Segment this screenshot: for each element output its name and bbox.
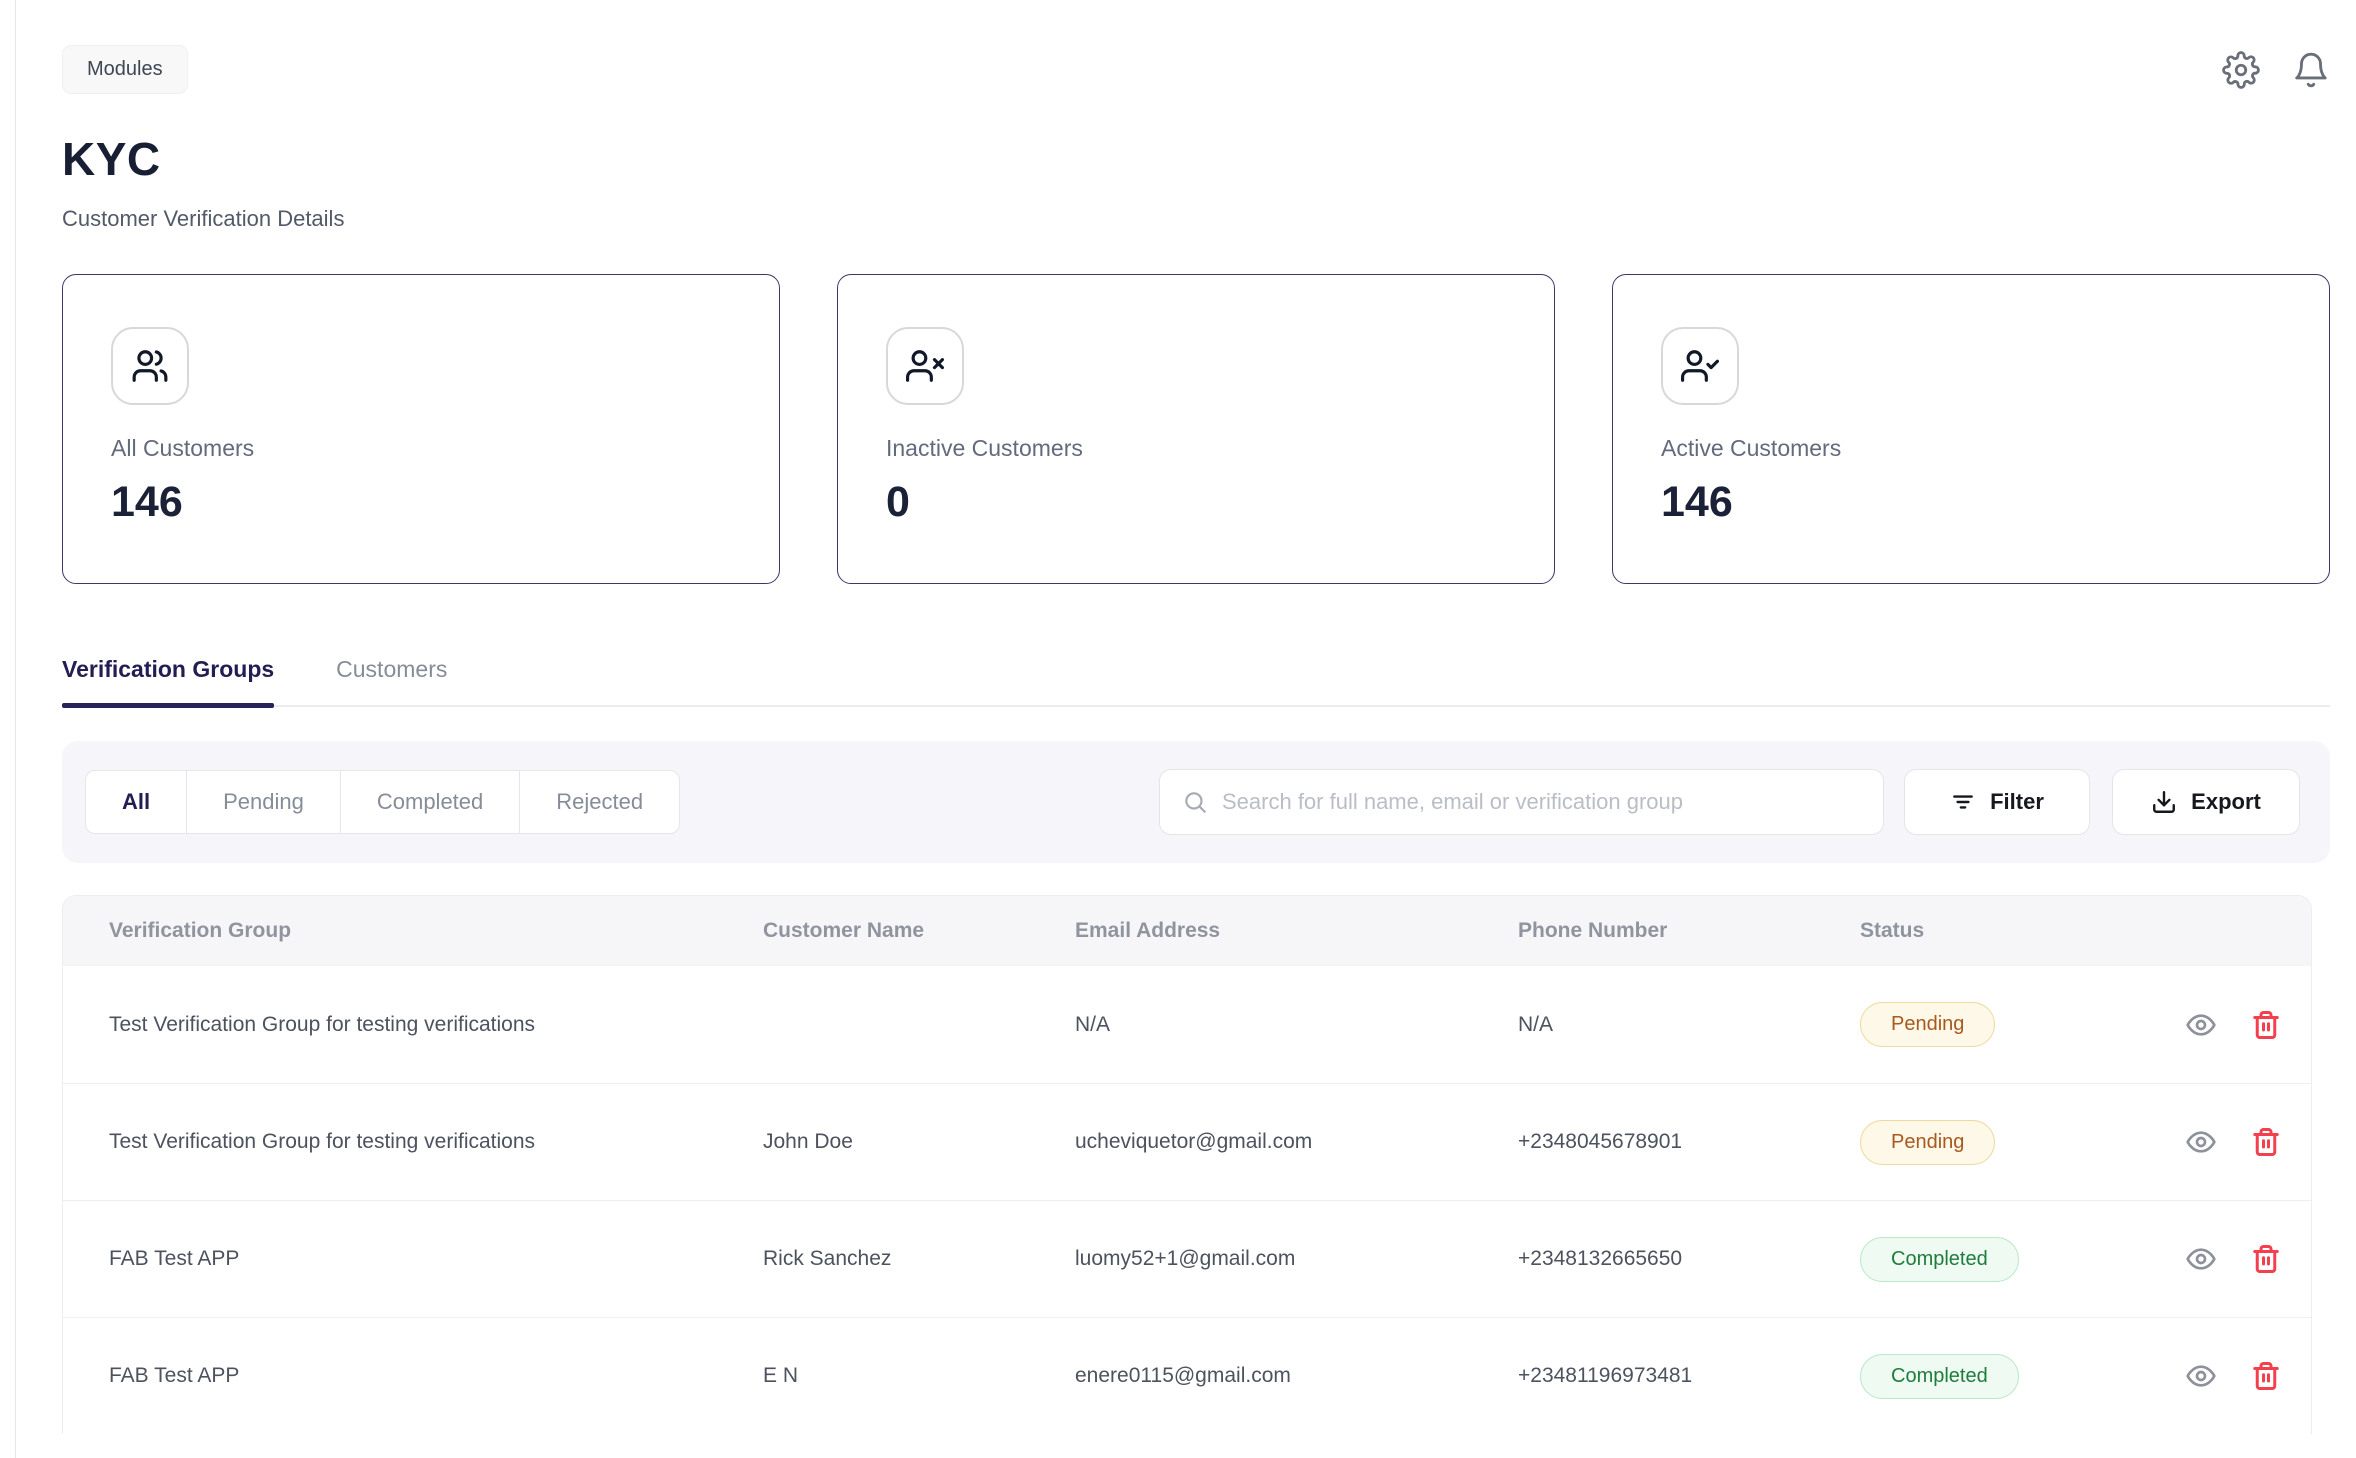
stat-label: Active Customers — [1661, 435, 1842, 461]
cell-customer-name: E N — [763, 1364, 799, 1387]
eye-view-icon[interactable] — [2185, 1009, 2217, 1041]
row-actions — [2130, 1009, 2281, 1041]
segment-pending[interactable]: Pending — [187, 771, 341, 833]
stat-value: 146 — [1661, 478, 1733, 526]
filter-lines-icon — [1950, 789, 1976, 815]
topbar-actions — [2222, 50, 2330, 89]
trash-delete-icon[interactable] — [2251, 1244, 2281, 1274]
download-icon — [2151, 789, 2177, 815]
cell-verification-group: FAB Test APP — [109, 1364, 240, 1387]
table-row: Test Verification Group for testing veri… — [63, 966, 2311, 1083]
col-status: Status — [1860, 919, 1925, 942]
table-row: FAB Test APP Rick Sanchez luomy52+1@gmai… — [63, 1200, 2311, 1317]
topbar: Modules — [62, 45, 2330, 94]
stat-card-active-customers: Active Customers 146 — [1612, 274, 2330, 584]
trash-delete-icon[interactable] — [2251, 1127, 2281, 1157]
export-button[interactable]: Export — [2112, 769, 2300, 835]
eye-view-icon[interactable] — [2185, 1126, 2217, 1158]
export-button-label: Export — [2191, 789, 2261, 814]
col-verification-group: Verification Group — [109, 919, 292, 942]
cell-customer-name: John Doe — [763, 1130, 853, 1153]
status-badge: Pending — [1860, 1119, 1996, 1165]
col-customer-name: Customer Name — [763, 919, 925, 942]
status-badge: Completed — [1860, 1236, 2019, 1282]
cell-email: N/A — [1075, 1012, 1111, 1036]
row-actions — [2130, 1243, 2281, 1275]
cell-email: enere0115@gmail.com — [1075, 1364, 1291, 1387]
stat-value: 0 — [886, 478, 910, 526]
stat-cards: All Customers 146 Inactive Customers 0 — [62, 274, 2330, 584]
table-row: FAB Test APP E N enere0115@gmail.com +23… — [63, 1317, 2311, 1434]
user-x-icon — [886, 327, 964, 405]
filter-button-label: Filter — [1990, 789, 2044, 814]
cell-customer-name: Rick Sanchez — [763, 1247, 892, 1270]
tab-strip: Verification Groups Customers — [62, 656, 2330, 708]
stat-card-all-customers: All Customers 146 — [62, 274, 780, 584]
col-email-address: Email Address — [1075, 919, 1221, 942]
trash-delete-icon[interactable] — [2251, 1010, 2281, 1040]
row-actions — [2130, 1360, 2281, 1392]
status-badge: Pending — [1860, 1002, 1996, 1047]
search-box[interactable] — [1159, 769, 1884, 835]
segment-all[interactable]: All — [86, 771, 188, 833]
search-input[interactable] — [1222, 789, 1861, 815]
row-actions — [2130, 1126, 2281, 1158]
status-badge: Completed — [1860, 1353, 2019, 1399]
eye-view-icon[interactable] — [2185, 1360, 2217, 1392]
stat-label: Inactive Customers — [886, 435, 1083, 461]
segment-completed[interactable]: Completed — [341, 771, 521, 833]
stat-card-inactive-customers: Inactive Customers 0 — [837, 274, 1555, 584]
cell-phone: N/A — [1518, 1012, 1554, 1036]
settings-gear-icon[interactable] — [2222, 50, 2260, 89]
cell-email: luomy52+1@gmail.com — [1075, 1247, 1296, 1270]
sidebar-edge-divider — [15, 0, 16, 1458]
segment-rejected[interactable]: Rejected — [556, 789, 644, 814]
page-subtitle: Customer Verification Details — [62, 206, 345, 231]
tab-customers[interactable]: Customers — [336, 656, 448, 682]
breadcrumb-modules[interactable]: Modules — [62, 45, 188, 94]
cell-verification-group: Test Verification Group for testing veri… — [109, 1012, 536, 1036]
tab-verification-groups[interactable]: Verification Groups — [62, 656, 275, 708]
stat-label: All Customers — [111, 435, 255, 461]
cell-email: ucheviquetor@gmail.com — [1075, 1130, 1313, 1153]
status-segmented-control: All Pending Completed Rejected — [85, 770, 681, 834]
filter-bar: All Pending Completed Rejected — [62, 741, 2330, 863]
cell-verification-group: FAB Test APP — [109, 1247, 240, 1270]
cell-phone: +2348045678901 — [1518, 1130, 1683, 1153]
trash-delete-icon[interactable] — [2251, 1361, 2281, 1391]
col-phone-number: Phone Number — [1518, 919, 1668, 942]
cell-phone: +2348132665650 — [1518, 1247, 1683, 1270]
user-check-icon — [1661, 327, 1739, 405]
cell-verification-group: Test Verification Group for testing veri… — [109, 1130, 536, 1153]
stat-value: 146 — [111, 478, 183, 526]
table-header-row: Verification Group Customer Name Email A… — [63, 896, 2311, 966]
users-icon — [111, 327, 189, 405]
eye-view-icon[interactable] — [2185, 1243, 2217, 1275]
verification-groups-table: Verification Group Customer Name Email A… — [62, 895, 2312, 1434]
table-row: Test Verification Group for testing veri… — [63, 1083, 2311, 1200]
search-icon — [1182, 789, 1208, 815]
filter-button[interactable]: Filter — [1904, 769, 2090, 835]
notification-bell-icon[interactable] — [2292, 51, 2330, 89]
cell-phone: +23481196973481 — [1518, 1364, 1693, 1387]
page-title: KYC — [62, 133, 161, 185]
